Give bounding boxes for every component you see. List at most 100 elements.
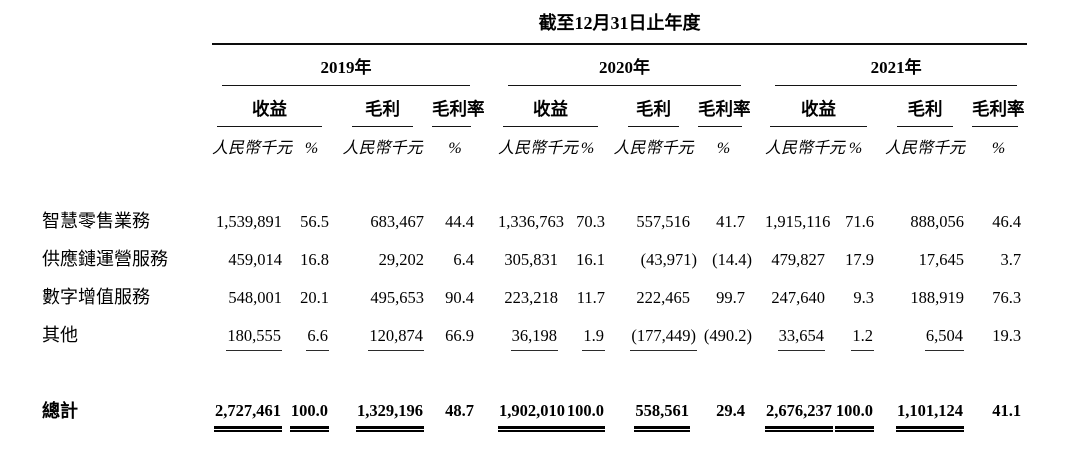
value-cell: 71.6 bbox=[831, 207, 880, 245]
value-cell: 17,645 bbox=[880, 245, 970, 283]
column-gap bbox=[751, 283, 765, 321]
percent-label: % bbox=[448, 140, 462, 157]
column-gap bbox=[480, 283, 498, 321]
value-cell: 29,202 bbox=[335, 245, 430, 283]
column-gap bbox=[480, 207, 498, 245]
value: 1,915,116 bbox=[765, 212, 831, 231]
spacer-cell bbox=[42, 359, 1027, 399]
row-label: 供應鏈運營服務 bbox=[42, 249, 168, 269]
value: 100.0 bbox=[289, 401, 330, 432]
value-cell: 66.9 bbox=[430, 321, 480, 359]
value-cell: 223,218 bbox=[498, 283, 564, 321]
table-row: 數字增值服務 548,001 20.1 495,653 90.4 223,218 11.7 2… bbox=[42, 283, 1027, 321]
value-cell: 180,555 bbox=[212, 321, 288, 359]
value-cell: 33,654 bbox=[765, 321, 831, 359]
value-cell: 1.9 bbox=[564, 321, 611, 359]
value: (43,971) bbox=[640, 250, 697, 269]
column-gap bbox=[751, 245, 765, 283]
value: 1,101,124 bbox=[896, 401, 964, 432]
value-cell: 888,056 bbox=[880, 207, 970, 245]
value: 100.0 bbox=[565, 401, 606, 432]
year-header-2021: 2021年 bbox=[765, 44, 1027, 86]
value-cell: 548,001 bbox=[212, 283, 288, 321]
table-row: 供應鏈運營服務 459,014 16.8 29,202 6.4 305,831 16.1 (4… bbox=[42, 245, 1027, 283]
value-cell: 41.1 bbox=[970, 399, 1027, 451]
value-cell: 222,465 bbox=[611, 283, 696, 321]
value: 66.9 bbox=[445, 326, 474, 345]
value-cell: 6.4 bbox=[430, 245, 480, 283]
value: 1.2 bbox=[851, 326, 874, 351]
value-cell: 41.7 bbox=[696, 207, 751, 245]
value: 459,014 bbox=[228, 250, 282, 269]
value-cell: 16.8 bbox=[288, 245, 335, 283]
value: 2,676,237 bbox=[765, 401, 833, 432]
value: 36,198 bbox=[510, 326, 558, 351]
value-cell: 188,919 bbox=[880, 283, 970, 321]
value: 548,001 bbox=[228, 288, 282, 307]
value-cell: 48.7 bbox=[430, 399, 480, 451]
value-cell: 558,561 bbox=[611, 399, 696, 451]
column-gap bbox=[751, 127, 765, 161]
header-gross-profit-2020: 毛利 bbox=[611, 86, 696, 127]
value-cell: 6.6 bbox=[288, 321, 335, 359]
column-gap bbox=[480, 321, 498, 359]
value-cell: 2,676,237 bbox=[765, 399, 833, 451]
value: 9.3 bbox=[853, 288, 874, 307]
value-cell: 1,329,196 bbox=[335, 399, 430, 451]
value: 29,202 bbox=[378, 250, 424, 269]
value: 99.7 bbox=[716, 288, 745, 307]
value: 188,919 bbox=[910, 288, 964, 307]
value: 305,831 bbox=[504, 250, 558, 269]
corner-spacer bbox=[42, 44, 212, 86]
column-gap bbox=[751, 321, 765, 359]
column-gap bbox=[480, 127, 498, 161]
percent-label: % bbox=[716, 140, 731, 157]
value-cell: 459,014 bbox=[212, 245, 288, 283]
year-label: 2020年 bbox=[508, 53, 741, 86]
percent-label: % bbox=[991, 140, 1006, 157]
value-cell: 1.2 bbox=[831, 321, 880, 359]
value: 17.9 bbox=[845, 250, 874, 269]
value: 48.7 bbox=[445, 401, 474, 420]
value-cell: (490.2) bbox=[696, 321, 752, 359]
value: 44.4 bbox=[445, 212, 474, 231]
header-revenue-2019: 收益 bbox=[212, 86, 335, 127]
year-row: 2019年 2020年 2021年 bbox=[42, 44, 1027, 86]
value: 888,056 bbox=[910, 212, 964, 231]
value: 1.9 bbox=[582, 326, 605, 351]
value-cell: 44.4 bbox=[430, 207, 480, 245]
value-cell: 16.1 bbox=[564, 245, 611, 283]
value-cell: 100.0 bbox=[288, 399, 335, 451]
value: 222,465 bbox=[636, 288, 690, 307]
value-cell: 19.3 bbox=[970, 321, 1027, 359]
value: 557,516 bbox=[636, 212, 690, 231]
corner-spacer bbox=[42, 4, 212, 44]
value: 56.5 bbox=[300, 212, 329, 231]
value: 683,467 bbox=[370, 212, 424, 231]
value: 495,653 bbox=[370, 288, 424, 307]
value-cell: 1,902,010 bbox=[498, 399, 566, 451]
header-gp-margin-2020: 毛利率 bbox=[696, 86, 751, 127]
value-cell: 683,467 bbox=[335, 207, 430, 245]
column-gap bbox=[751, 207, 765, 245]
percent-label: % bbox=[304, 140, 319, 157]
value-cell: 305,831 bbox=[498, 245, 564, 283]
value-cell: 100.0 bbox=[564, 399, 611, 451]
segment-results-table: 截至12月31日止年度 2019年 2020年 2021年 收益 毛利 毛利率 … bbox=[42, 4, 1028, 451]
value-cell: (43,971) bbox=[611, 245, 697, 283]
value: 16.8 bbox=[300, 250, 329, 269]
value: 33,654 bbox=[777, 326, 825, 351]
value: 17,645 bbox=[918, 250, 964, 269]
row-label: 總計 bbox=[42, 401, 78, 421]
title-row: 截至12月31日止年度 bbox=[42, 4, 1028, 45]
value: 20.1 bbox=[300, 288, 329, 307]
value-cell: 20.1 bbox=[288, 283, 335, 321]
value-cell: (14.4) bbox=[696, 245, 752, 283]
header-gross-profit-2021: 毛利 bbox=[880, 86, 970, 127]
unit-label: 人民幣千元 bbox=[613, 140, 694, 157]
value: 558,561 bbox=[634, 401, 690, 432]
header-gp-margin-2019: 毛利率 bbox=[430, 86, 485, 127]
value: 11.7 bbox=[576, 288, 605, 307]
value: (14.4) bbox=[712, 250, 752, 269]
header-revenue-2020: 收益 bbox=[498, 86, 611, 127]
